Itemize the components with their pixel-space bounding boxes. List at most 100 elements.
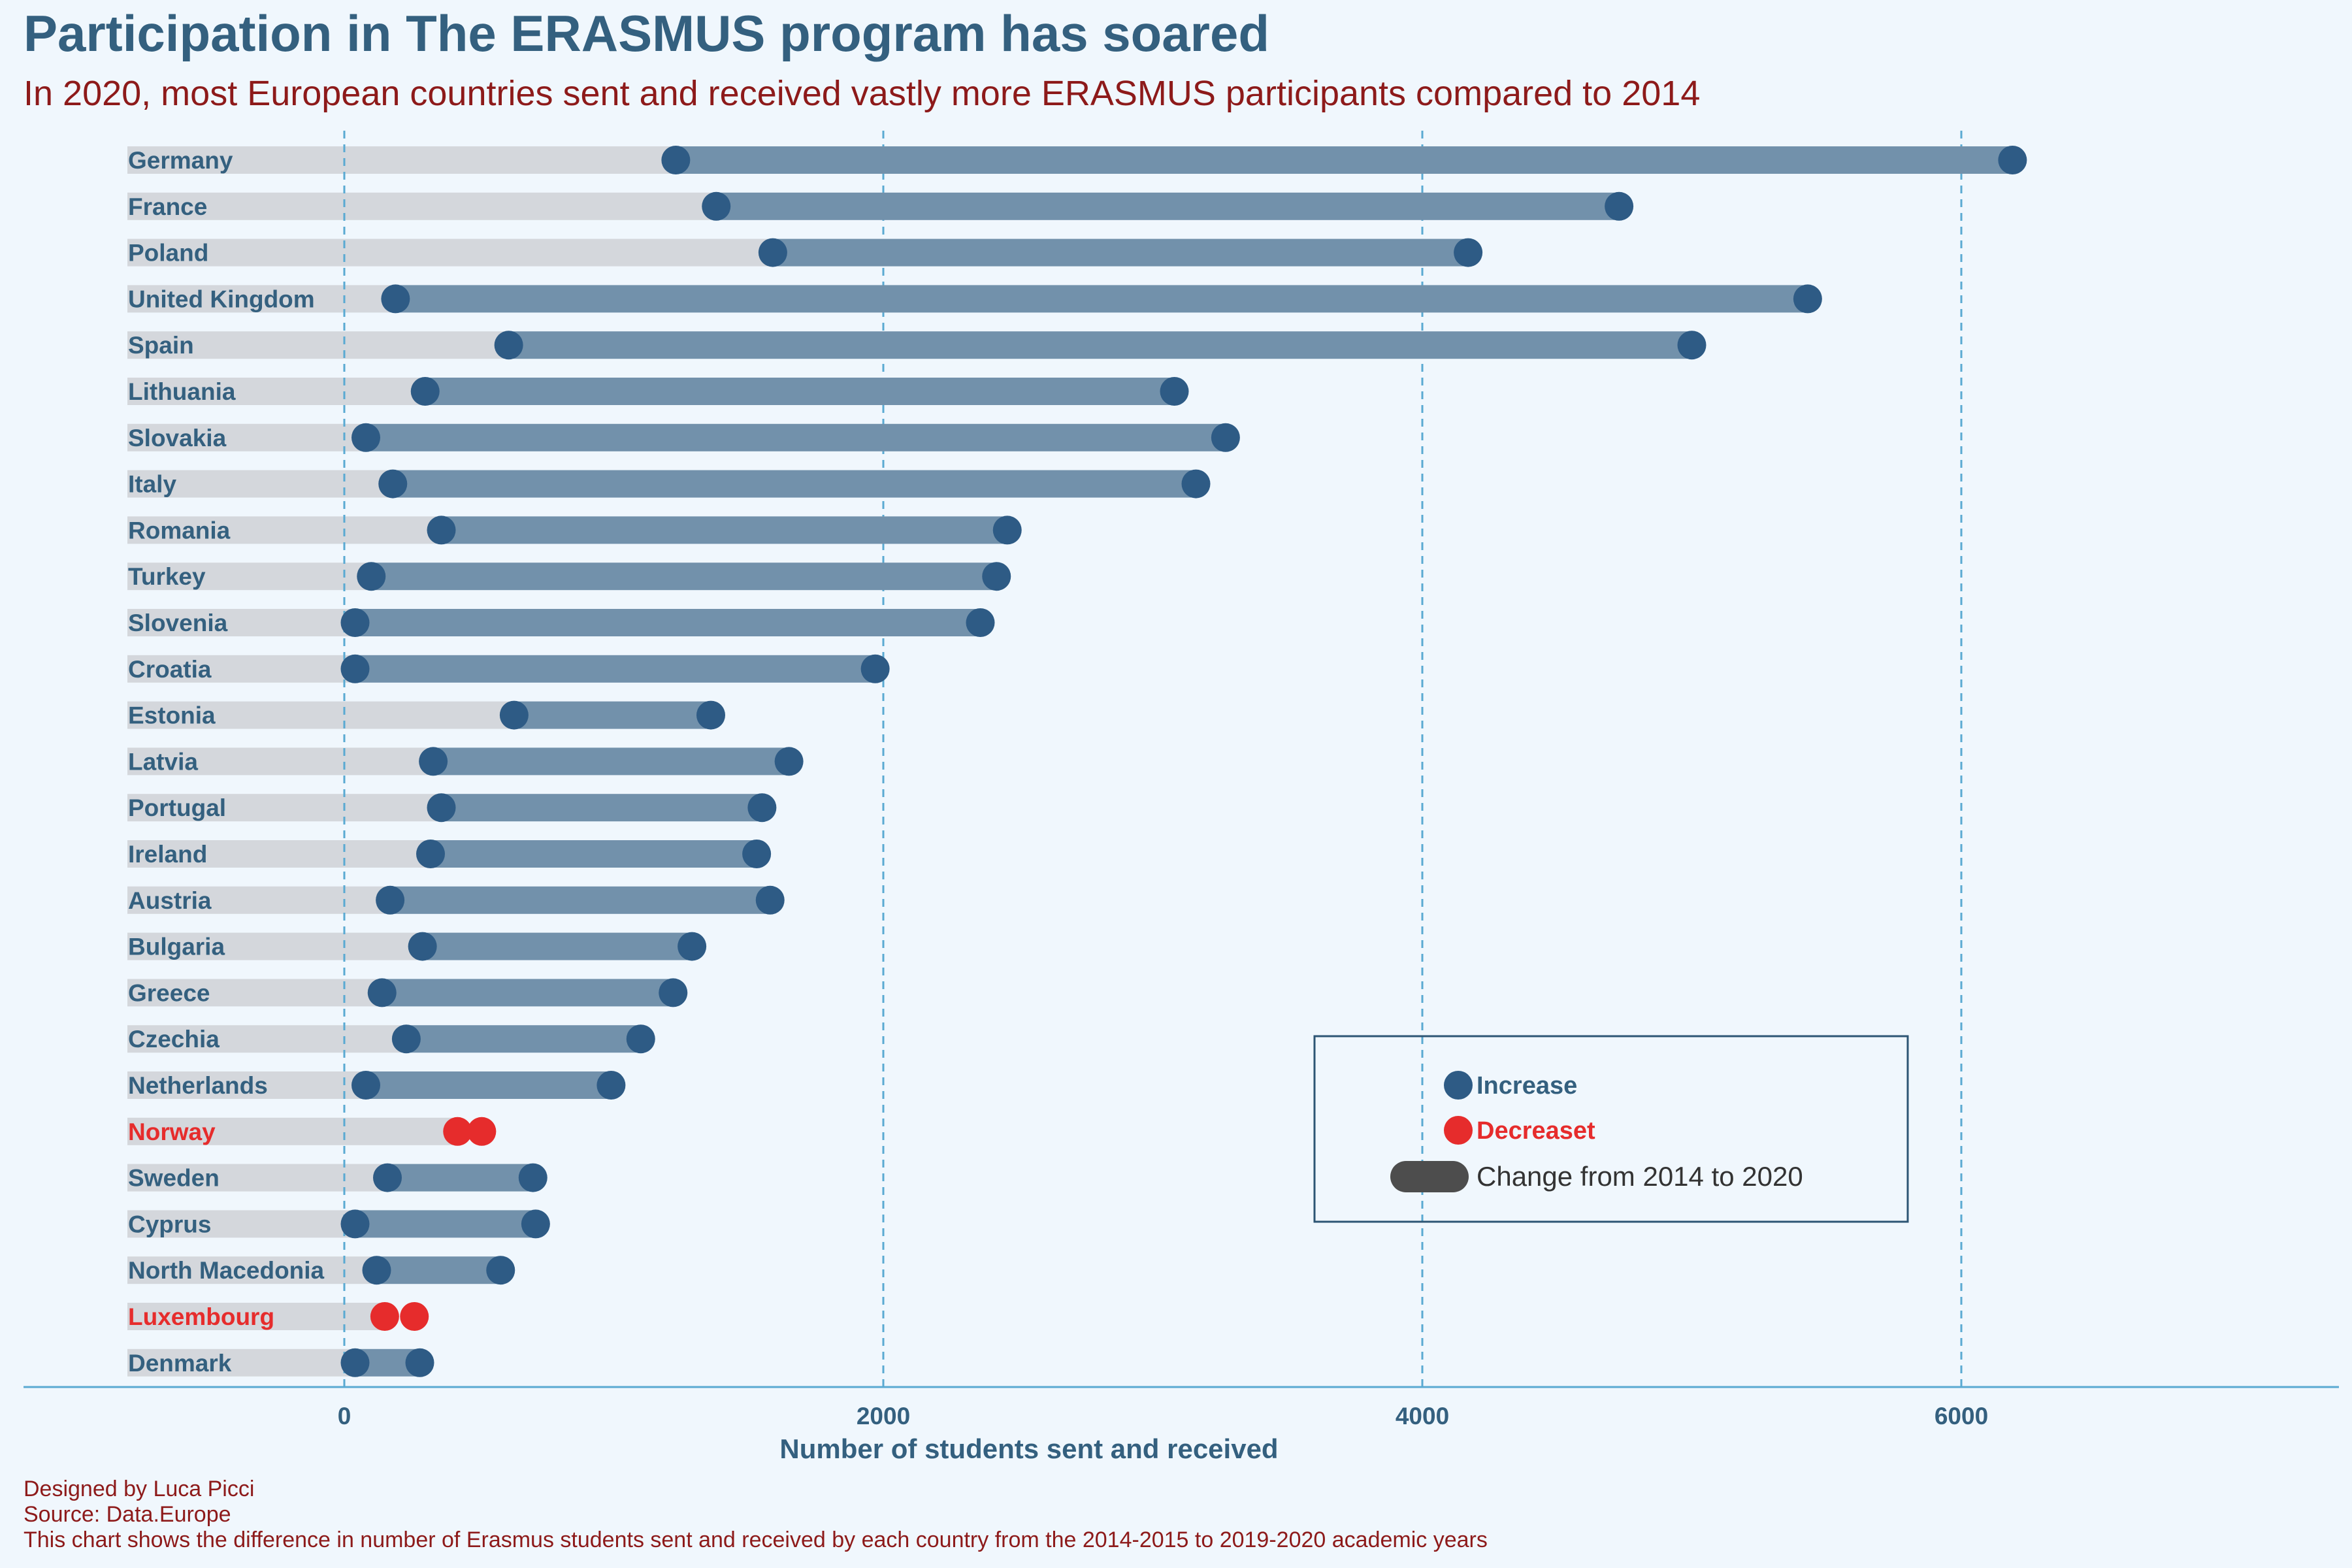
- dot-2020: [1677, 331, 1707, 360]
- category-label: United Kingdom: [128, 286, 315, 312]
- change-bar-layer: [355, 146, 2013, 1377]
- legend-box: [1313, 1035, 1909, 1223]
- category-label: Bulgaria: [128, 934, 225, 960]
- category-label: Poland: [128, 240, 208, 267]
- x-tick-label: 4000: [1396, 1403, 1449, 1429]
- category-label: Spain: [128, 332, 194, 359]
- dot-2020: [596, 1071, 626, 1100]
- dot-2020: [678, 932, 707, 961]
- row-track: [127, 655, 355, 683]
- row-track: [127, 886, 391, 914]
- row-track: [127, 1348, 355, 1377]
- legend-decrease-dot-icon: [1444, 1116, 1473, 1145]
- category-label: Slovakia: [128, 425, 227, 451]
- dot-2020: [486, 1256, 515, 1285]
- category-label: Estonia: [128, 702, 216, 729]
- dot-2020: [966, 608, 995, 637]
- category-label: Austria: [128, 887, 212, 914]
- row-track: [127, 701, 514, 729]
- category-label: France: [128, 193, 207, 220]
- category-label: Slovenia: [128, 610, 228, 636]
- dumbbell-chart: Germany France Poland United Kingdom Spain Li…: [24, 131, 2339, 1464]
- dot-layer: [340, 146, 2027, 1377]
- row-track: [127, 1117, 458, 1145]
- dot-2014: [494, 331, 523, 360]
- dot-2020: [696, 700, 725, 730]
- category-label: Croatia: [128, 656, 212, 683]
- category-label: Italy: [128, 471, 176, 498]
- category-label-layer: Germany France Poland United Kingdom Spain Li…: [128, 147, 325, 1377]
- row-track: [127, 1256, 377, 1284]
- dot-2020: [400, 1302, 429, 1331]
- dot-2014: [499, 700, 529, 730]
- dot-2014: [702, 191, 731, 221]
- category-label: Netherlands: [128, 1072, 268, 1099]
- category-label: Ireland: [128, 841, 207, 868]
- dot-2014: [351, 1071, 380, 1100]
- change-bar: [772, 238, 1469, 267]
- change-bar: [393, 470, 1196, 498]
- row-track: [127, 146, 676, 174]
- change-bar: [395, 285, 1808, 313]
- change-bar: [355, 609, 981, 636]
- row-track: [127, 470, 393, 498]
- dot-2014: [416, 840, 445, 868]
- category-label: Cyprus: [128, 1211, 211, 1237]
- dot-2020: [659, 978, 688, 1007]
- change-bar: [441, 794, 762, 822]
- row-track: [127, 1303, 385, 1330]
- dot-2020: [521, 1209, 550, 1239]
- dot-2014: [340, 654, 370, 683]
- row-track: [127, 609, 355, 636]
- change-bar: [382, 979, 674, 1007]
- change-bar: [366, 1071, 612, 1099]
- category-label: Turkey: [128, 563, 206, 590]
- category-label: Norway: [128, 1119, 216, 1145]
- change-bar: [514, 701, 711, 729]
- change-bar: [422, 932, 693, 960]
- dot-2014: [376, 885, 405, 915]
- dot-2020: [860, 654, 890, 683]
- dot-2020: [467, 1117, 497, 1146]
- footer-source: Source: Data.Europe: [24, 1502, 231, 1527]
- row-track: [127, 563, 372, 591]
- dot-2020: [774, 747, 804, 776]
- dot-2014: [427, 515, 456, 545]
- category-label: Portugal: [128, 794, 226, 821]
- dot-2020: [405, 1348, 434, 1377]
- dot-2014: [427, 793, 456, 823]
- dot-2020: [518, 1163, 547, 1192]
- change-bar: [376, 1256, 501, 1284]
- dot-2020: [1998, 146, 2027, 174]
- dot-2020: [1454, 238, 1483, 267]
- legend-decrease-label: Decreaset: [1477, 1117, 1595, 1145]
- dot-2014: [340, 1209, 370, 1239]
- x-tick-label: 2000: [857, 1403, 910, 1429]
- category-label: Denmark: [128, 1350, 232, 1377]
- row-track: [127, 516, 442, 544]
- dot-2014: [443, 1117, 472, 1146]
- dot-2014: [351, 423, 380, 452]
- dot-2020: [742, 840, 772, 868]
- dot-2014: [419, 747, 448, 776]
- row-track: [127, 932, 423, 960]
- dot-2014: [357, 562, 386, 591]
- legend-increase-dot-icon: [1444, 1071, 1473, 1100]
- dot-2014: [391, 1024, 421, 1054]
- row-track: [127, 378, 425, 405]
- dot-2014: [370, 1302, 399, 1331]
- change-bar: [433, 747, 789, 776]
- dot-2014: [381, 284, 410, 314]
- row-track: [127, 285, 396, 313]
- x-tick-label: 6000: [1935, 1403, 1988, 1429]
- row-track: [127, 979, 382, 1007]
- dot-2014: [758, 238, 787, 267]
- change-bar: [390, 886, 770, 914]
- row-track: [127, 331, 509, 359]
- footer-note: This chart shows the difference in numbe…: [24, 1527, 1488, 1552]
- row-track: [127, 192, 717, 220]
- x-tick-label: 0: [338, 1403, 351, 1429]
- change-bar: [371, 563, 997, 591]
- dot-2020: [1181, 469, 1211, 498]
- row-track: [127, 1071, 366, 1099]
